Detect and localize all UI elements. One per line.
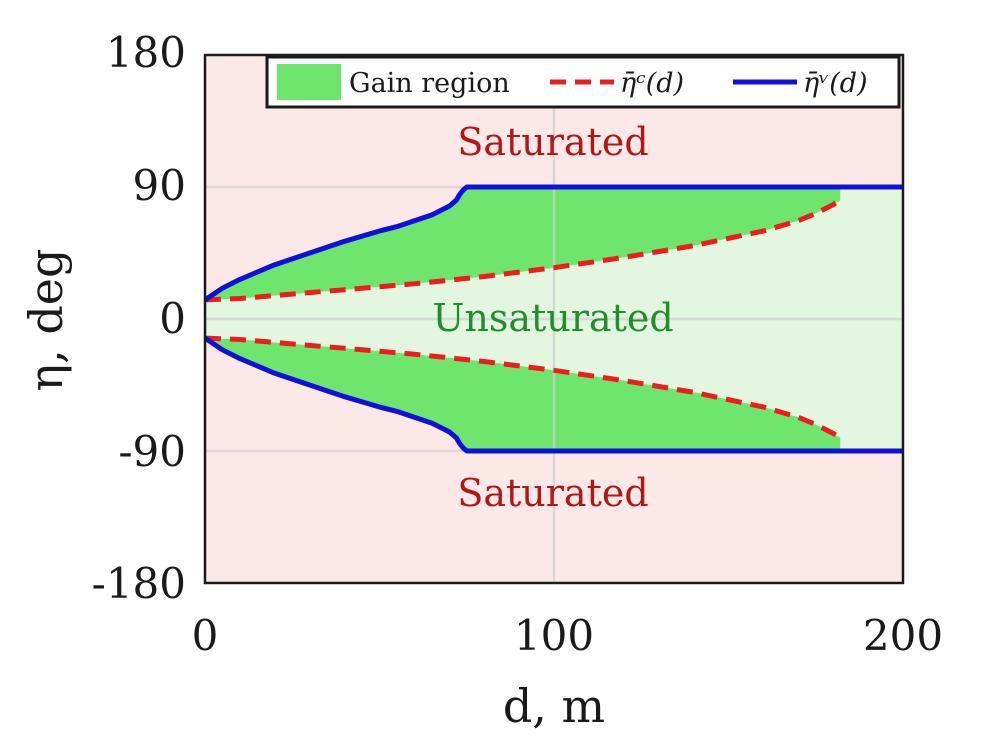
legend-gain-swatch	[277, 64, 341, 100]
legend: Gain region η̄ᶜ(d) η̄ᵛ(d)	[265, 55, 901, 109]
ytick-label: -180	[92, 559, 186, 608]
eta-v-upper-line	[205, 184, 903, 302]
ytick-label: 0	[159, 294, 186, 343]
y-axis-label: η, deg	[19, 249, 73, 392]
xtick-label: 0	[192, 611, 219, 660]
ytick-label: 180	[106, 28, 186, 77]
eta-c-lower-line	[205, 335, 842, 440]
ytick-label: 90	[133, 161, 186, 210]
gain-region-upper	[205, 187, 841, 300]
legend-gain-label: Gain region	[349, 68, 510, 99]
xtick-label: 100	[514, 611, 594, 660]
ytick-label: -90	[118, 427, 186, 476]
plot-frame	[203, 53, 905, 585]
gain-region-lower	[205, 338, 841, 451]
xtick-label: 200	[863, 611, 943, 660]
saturated-bottom-label: Saturated	[457, 471, 648, 515]
saturated-top-label: Saturated	[457, 120, 648, 164]
eta-v-lower-line	[205, 336, 903, 454]
eta-c-upper-line	[205, 198, 842, 303]
plot-area	[205, 55, 903, 583]
x-axis-label: d, m	[503, 679, 605, 733]
legend-eta-c-label: η̄ᶜ(d)	[620, 68, 684, 99]
legend-eta-v-label: η̄ᵛ(d)	[803, 68, 868, 99]
unsaturated-label: Unsaturated	[432, 296, 673, 340]
